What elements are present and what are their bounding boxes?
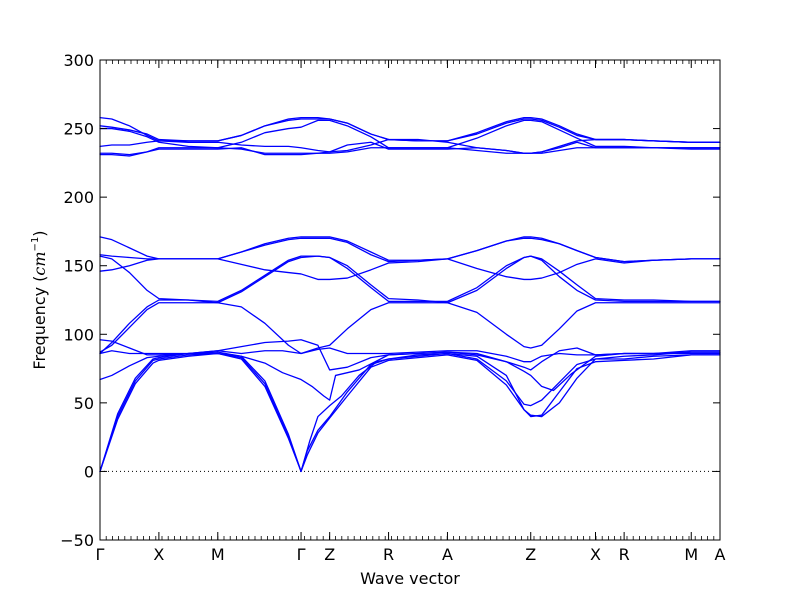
band-line-18 [99,116,721,143]
band-line-13 [99,141,721,157]
x-tick-label: Γ [96,545,105,564]
x-tick-label: A [715,545,726,564]
band-line-6 [99,339,721,363]
x-tick-label: R [619,545,630,564]
band-line-11 [99,237,721,263]
band-line-12 [99,236,721,263]
x-tick-label: X [153,545,164,564]
x-tick-label: Z [324,545,335,564]
y-tick-label: 0 [84,462,94,481]
y-axis-label-close: ) [30,230,49,236]
band-line-17 [99,118,721,143]
band-line-14 [99,141,721,156]
band-line-2 [99,351,721,473]
band-line-7 [99,302,721,355]
y-tick-label: 300 [63,51,94,70]
x-tick-label: M [211,545,225,564]
y-axis-label-exponent: −1 [30,237,41,252]
y-tick-label: −50 [60,531,94,550]
x-axis-label: Wave vector [360,569,460,588]
y-tick-label: 50 [74,394,94,413]
y-tick-label: 100 [63,325,94,344]
band-line-8 [99,255,721,355]
y-tick-label: 250 [63,120,94,139]
x-tick-label: R [383,545,394,564]
series-group [99,116,721,473]
x-tick-label: M [684,545,698,564]
x-tick-label: A [442,545,453,564]
band-line-9 [99,255,721,303]
y-tick-label: 150 [63,257,94,276]
y-axis-label: Frequency (cm−1) [30,230,49,369]
x-tick-label: Γ [297,545,306,564]
y-axis-label-unit: cm [30,251,49,275]
y-axis-label-text: Frequency ( [30,276,49,370]
x-tick-label: Z [525,545,536,564]
band-line-1 [99,352,721,473]
band-line-16 [99,119,721,149]
y-tick-label: 200 [63,188,94,207]
x-tick-label: X [590,545,601,564]
band-line-3 [99,352,721,473]
